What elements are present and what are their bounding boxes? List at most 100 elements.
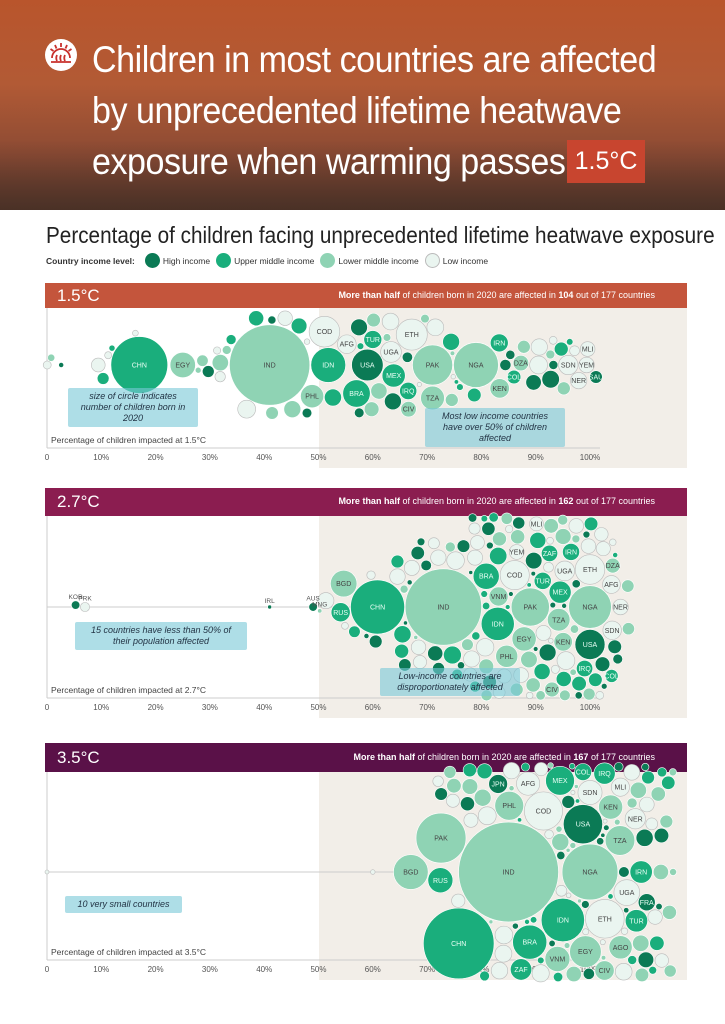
x-tick-label: 70% — [419, 453, 435, 462]
bubble-label: AFG — [521, 781, 535, 788]
bubble — [368, 634, 383, 649]
bubble-label: ETH — [598, 916, 612, 923]
bubble-label: PAK — [524, 605, 538, 612]
bubble-ind: IND — [458, 821, 559, 923]
bubble-label: MLI — [615, 785, 627, 792]
bubble-label: SDN — [583, 790, 598, 797]
bubble — [565, 966, 582, 982]
bubble — [520, 650, 538, 669]
hero-title: Children in most countries are affected … — [92, 34, 657, 187]
bubble-uga: UGA — [554, 560, 575, 582]
bubble — [553, 971, 564, 983]
bubble-irq: IRQ — [593, 762, 616, 785]
x-tick-label: 0 — [45, 703, 50, 712]
x-tick-label: 0 — [45, 453, 50, 462]
bubble — [460, 796, 475, 812]
bubble — [482, 601, 491, 610]
bubble — [350, 318, 368, 337]
bubble — [635, 828, 654, 847]
bubble-label: TUR — [366, 337, 380, 344]
bubble — [505, 349, 516, 360]
bubble — [663, 964, 677, 978]
bubble — [508, 591, 514, 597]
bubble — [446, 551, 465, 570]
bubble — [406, 579, 413, 586]
bubble-egy: EGY — [569, 935, 602, 968]
bubble-label: YEM — [579, 363, 594, 370]
bubble-label: MLI — [531, 521, 543, 528]
bubble — [668, 768, 677, 777]
bubble-col: COL — [507, 369, 521, 385]
bubble-phl: PHL — [494, 791, 524, 821]
bubble-label: AFG — [604, 582, 618, 589]
bubble-label: ETH — [405, 332, 419, 339]
bubble-prk: PRK — [78, 595, 92, 612]
bubble — [634, 967, 650, 982]
bubble-label: IRQ — [402, 388, 415, 395]
bubble-irn: IRN — [629, 860, 653, 884]
bubble — [490, 962, 509, 980]
bubble-label: SAU — [589, 375, 603, 382]
bubble-label: YEM — [509, 549, 524, 556]
legend-item-label: Low income — [442, 255, 489, 266]
panel-header: 2.7°C More than half of children born in… — [45, 488, 687, 516]
bubble — [524, 919, 530, 925]
bubble — [434, 787, 448, 801]
bubble — [555, 671, 572, 687]
bubble-label: COD — [536, 808, 552, 815]
bubble-label: FRA — [640, 900, 654, 907]
bubble — [600, 955, 607, 961]
bubble — [488, 512, 499, 523]
bubble — [656, 767, 668, 778]
bubble — [479, 970, 490, 982]
bubble — [410, 545, 425, 561]
bubble — [290, 317, 308, 335]
bubble-mli: MLI — [610, 777, 630, 797]
bubble — [512, 922, 519, 930]
bubble — [432, 775, 444, 787]
bubble — [662, 905, 677, 920]
bubble — [569, 842, 577, 849]
bubble — [58, 362, 65, 368]
chart-panel-3-5c: 3.5°C More than half of children born in… — [44, 743, 687, 983]
bubble-chn: CHN — [110, 336, 169, 394]
bubble — [571, 579, 581, 589]
bubble-ind: IND — [229, 324, 311, 406]
bubble-cod: COD — [524, 791, 563, 831]
bubble — [559, 689, 571, 701]
legend-swatch — [424, 253, 440, 268]
bubble-mli: MLI — [529, 516, 544, 532]
bubble — [303, 338, 311, 345]
bubble-label: COL — [604, 673, 619, 680]
bubble — [594, 656, 611, 672]
bubble — [553, 341, 569, 357]
bubble — [647, 909, 663, 925]
bubble — [627, 955, 637, 965]
bubble — [641, 762, 650, 772]
bubble — [525, 552, 543, 570]
bubble-label: NGA — [468, 363, 484, 370]
bubble — [96, 372, 110, 385]
x-tick-label: 100% — [580, 453, 600, 462]
bubble-label: COD — [317, 329, 333, 336]
bubble — [645, 817, 658, 831]
bubble — [463, 650, 481, 668]
bubble — [486, 541, 494, 550]
x-tick-label: 20% — [148, 453, 164, 462]
bubble — [535, 690, 546, 701]
bubble — [650, 786, 666, 802]
legend-swatch — [320, 253, 336, 268]
bubble-label: NGA — [582, 605, 598, 612]
bubble-sdn: SDN — [602, 620, 622, 640]
bubble-usa: USA — [563, 804, 603, 845]
bubble — [626, 797, 638, 809]
bubble — [614, 962, 633, 981]
bubble — [211, 354, 229, 372]
bubble — [481, 521, 496, 536]
bubble — [214, 371, 226, 383]
bubble — [595, 541, 611, 557]
bubble — [639, 796, 655, 813]
bubble-label: TZA — [552, 617, 566, 624]
bubble — [526, 582, 532, 588]
bubble — [565, 847, 571, 853]
